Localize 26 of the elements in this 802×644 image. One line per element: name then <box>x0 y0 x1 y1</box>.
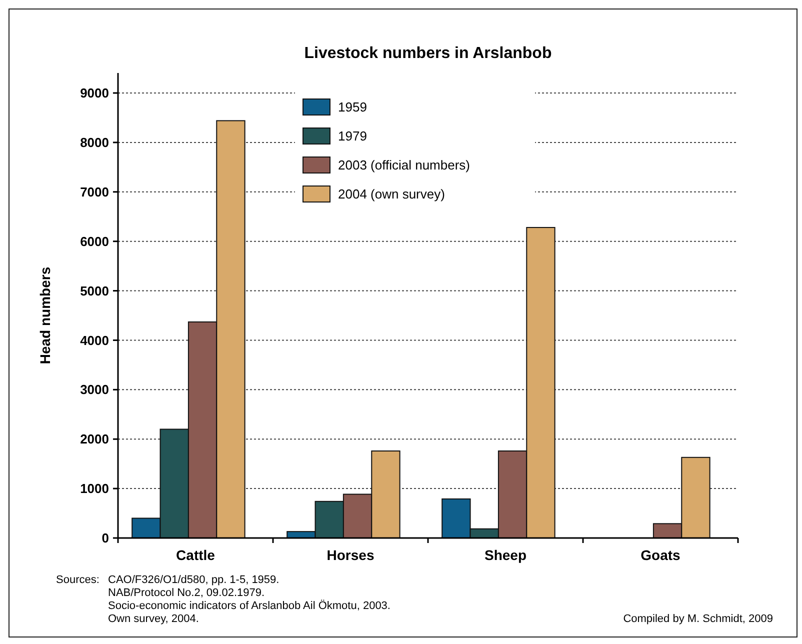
legend-label: 2003 (official numbers) <box>338 158 470 173</box>
y-tick-label: 4000 <box>80 332 109 348</box>
y-tick-label: 5000 <box>80 283 109 298</box>
text: NAB/Protocol No.2, 09.02.1979. <box>108 587 265 599</box>
text: Socio-economic indicators of Arslanbob Ail Ökmotu, 2003. <box>108 599 390 612</box>
legend-label: 1959 <box>338 100 367 115</box>
legend-label: 2004 (own survey) <box>338 186 445 202</box>
chart-title: Livestock numbers in Arslanbob <box>304 45 552 62</box>
y-tick-label: 2000 <box>80 432 109 447</box>
y-tick-label: 8000 <box>80 134 109 150</box>
x-tick-label: Sheep <box>484 547 527 563</box>
text: Own survey, 2004. <box>108 613 199 625</box>
y-axis-title: Head numbers <box>37 266 53 364</box>
x-tick-label: Goats <box>640 547 681 563</box>
text: Compiled by M. Schmidt, 2009 <box>623 613 773 625</box>
x-tick-label: Cattle <box>176 547 216 563</box>
legend-label: 1979 <box>338 128 367 144</box>
y-tick-label: 9000 <box>80 86 109 101</box>
text: CAO/F326/O1/d580, pp. 1-5, 1959. <box>108 574 280 586</box>
y-tick-label: 7000 <box>80 184 109 200</box>
source-note: Sources: <box>56 574 100 586</box>
y-tick-label: 0 <box>102 530 109 546</box>
x-tick-label: Horses <box>326 547 374 563</box>
y-tick-label: 6000 <box>80 234 109 249</box>
y-tick-label: 3000 <box>80 382 109 398</box>
y-tick-label: 1000 <box>80 481 109 496</box>
